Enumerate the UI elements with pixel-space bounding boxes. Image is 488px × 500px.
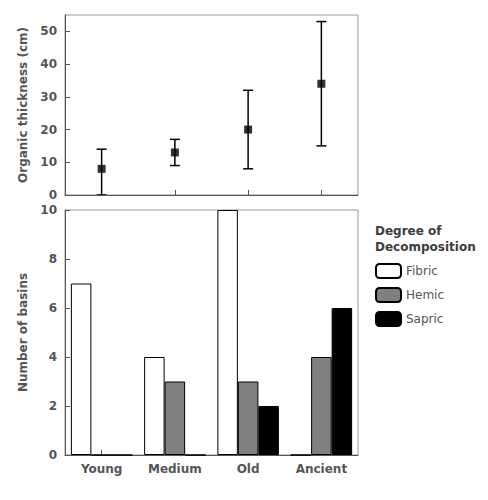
svg-text:Sapric: Sapric — [406, 312, 443, 326]
svg-text:10: 10 — [40, 203, 57, 217]
svg-text:0: 0 — [49, 448, 57, 462]
svg-text:Number of basins: Number of basins — [16, 273, 30, 392]
svg-text:Medium: Medium — [148, 462, 202, 476]
svg-text:Old: Old — [237, 462, 260, 476]
svg-text:Degree of: Degree of — [375, 224, 442, 238]
svg-text:6: 6 — [49, 301, 57, 315]
svg-text:Decomposition: Decomposition — [375, 240, 476, 254]
svg-text:Young: Young — [80, 462, 123, 476]
svg-text:2: 2 — [49, 399, 57, 413]
svg-text:40: 40 — [40, 57, 57, 71]
svg-text:Organic thickness (cm): Organic thickness (cm) — [16, 27, 30, 183]
svg-text:30: 30 — [40, 90, 57, 104]
svg-text:50: 50 — [40, 24, 57, 38]
svg-text:4: 4 — [49, 350, 57, 364]
svg-text:10: 10 — [40, 155, 57, 169]
svg-text:8: 8 — [49, 252, 57, 266]
svg-text:20: 20 — [40, 123, 57, 137]
svg-text:Ancient: Ancient — [296, 462, 348, 476]
svg-text:0: 0 — [49, 188, 57, 202]
svg-text:Hemic: Hemic — [406, 288, 444, 302]
svg-text:Fibric: Fibric — [406, 264, 438, 278]
